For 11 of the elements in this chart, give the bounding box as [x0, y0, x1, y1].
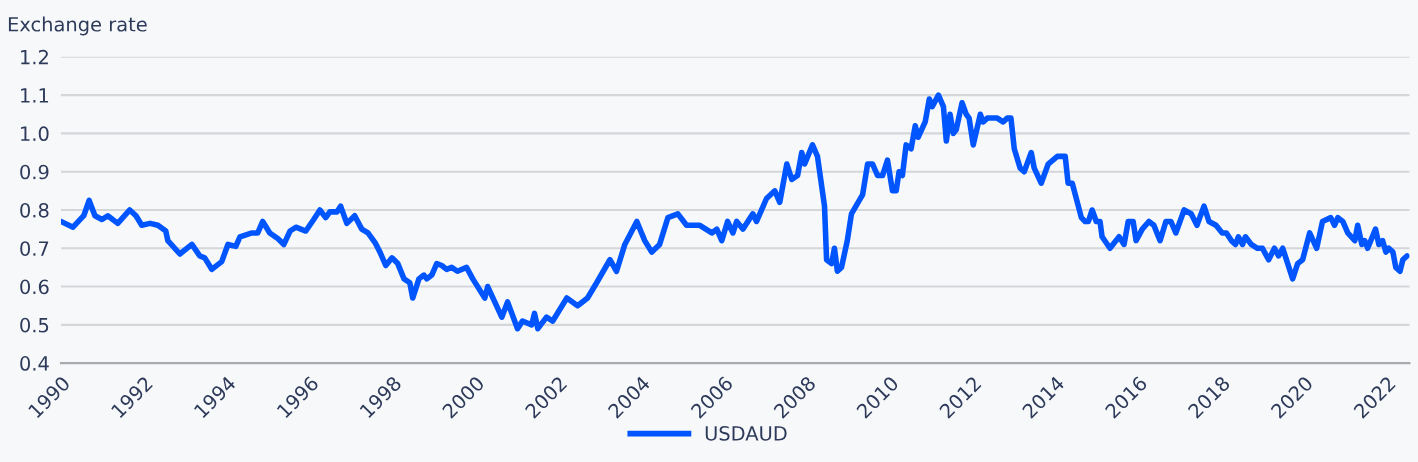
y-tick-label: 1.0: [21, 126, 49, 142]
y-axis-title: Exchange rate: [8, 16, 147, 36]
y-tick-label: 0.4: [20, 356, 49, 371]
y-tick-label: 0.8: [20, 202, 49, 218]
y-tick-label: 0.9: [20, 164, 49, 180]
y-tick-label: 1.1: [21, 88, 49, 103]
legend-label: USDAUD: [705, 426, 787, 441]
y-tick-label: 0.6: [20, 279, 49, 295]
y-tick-label: 0.7: [20, 241, 49, 256]
y-tick-label: 0.5: [20, 317, 49, 333]
y-tick-label: 1.2: [21, 49, 48, 65]
